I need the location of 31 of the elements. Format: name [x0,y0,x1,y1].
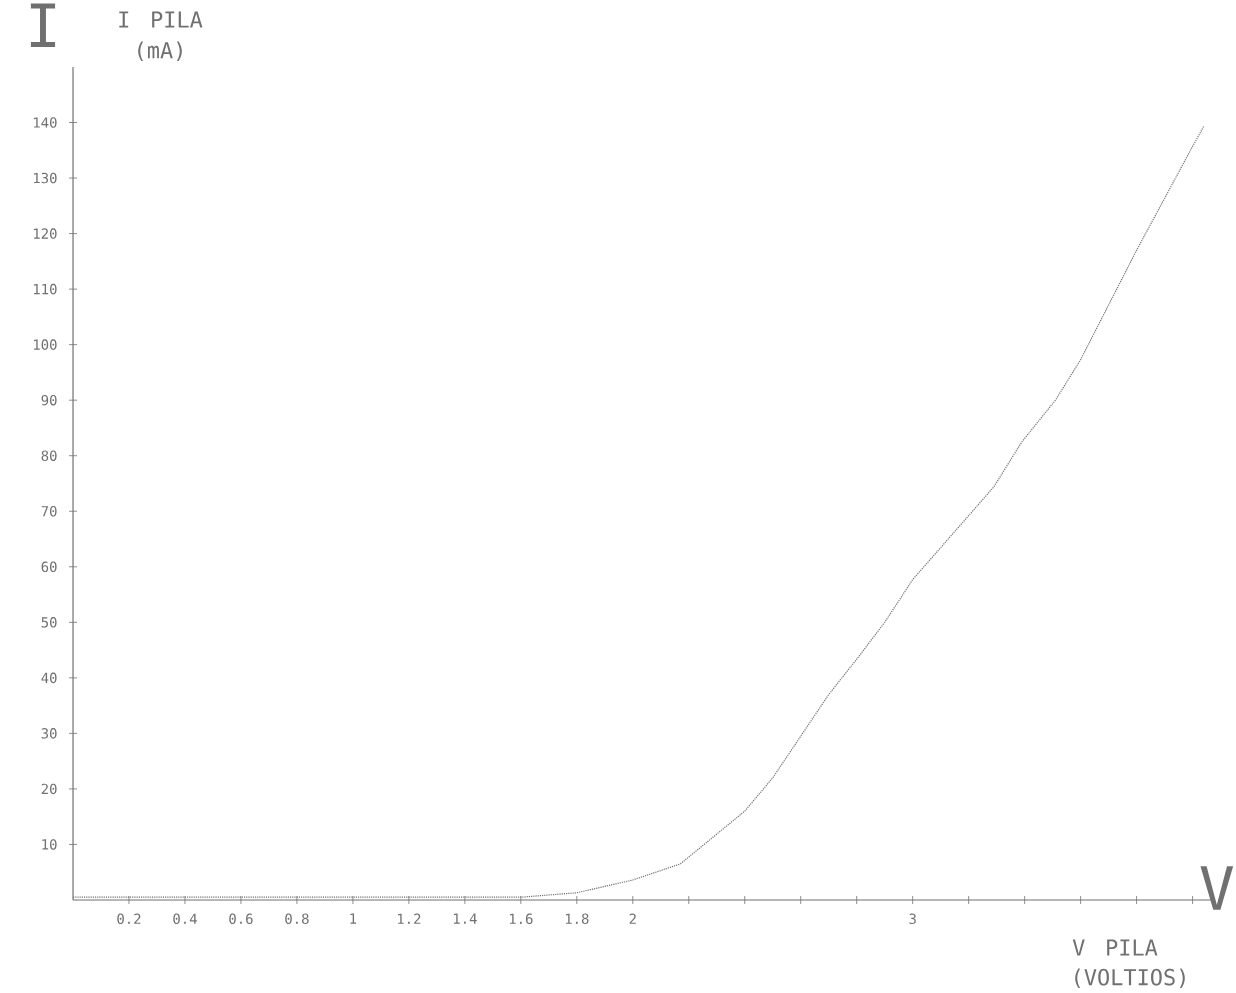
y-tick-label: 50 [41,617,57,628]
x-tick-label: 1.8 [565,913,589,925]
text: I [30,3,56,48]
annotation: V [1200,866,1234,910]
x-tick-label: 1.4 [453,913,477,924]
y-tick-label: 30 [41,728,57,739]
x-tick-label: 0.6 [229,913,253,925]
y-tick-label: 110 [33,283,57,295]
y-tick-label: 40 [41,672,57,684]
y-axis-title: I PILA [119,11,203,28]
x-tick-label: 3 [909,913,916,925]
x-tick-label: 0.2 [117,913,141,925]
y-tick-label: 20 [41,783,57,795]
y-tick-label: 60 [41,561,57,573]
x-tick-label: 1.2 [397,913,421,924]
x-tick-label: 1.6 [509,913,533,925]
x-tick-label: 1 [350,913,357,924]
text: (mA) [138,41,182,62]
y-tick-label: 120 [33,228,57,239]
y-tick-label: 90 [41,394,57,406]
y-tick-label: 10 [42,839,57,850]
x-tick-label: 0.4 [173,913,197,925]
y-tick-label: 80 [41,450,57,461]
y-tick-label: 140 [33,117,57,128]
x-tick-label: 2 [629,913,636,924]
x-tick-label: 0.8 [285,913,309,925]
y-tick-label: 100 [33,339,57,350]
y-tick-label: 70 [41,505,57,517]
y-tick-label: 130 [33,172,57,184]
x-axis-title: V PILA [1072,939,1158,956]
text: (VOLTIOS) [1075,968,1185,989]
